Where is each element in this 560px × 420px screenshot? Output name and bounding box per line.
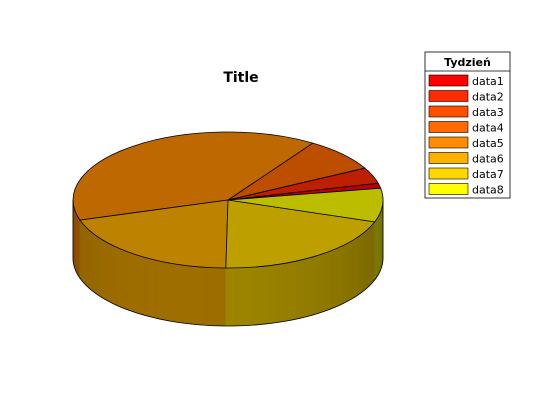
- legend-entry: data5: [428, 136, 504, 150]
- legend-entry: data1: [428, 74, 504, 88]
- legend-label-data8: data8: [472, 184, 504, 197]
- pie-side-data6: [148, 258, 157, 319]
- pie-side-data6: [88, 229, 93, 292]
- pie-side-data7: [346, 240, 353, 303]
- legend-swatch-data1: [428, 74, 469, 87]
- chart-title: Title: [223, 70, 258, 86]
- pie-side-data7: [356, 234, 362, 297]
- pie-side-data7: [257, 265, 267, 326]
- legend-entry: data3: [428, 105, 504, 119]
- pie-side-data6: [85, 226, 90, 289]
- pie-side-data6: [217, 267, 227, 327]
- pie-side-data7: [303, 257, 311, 318]
- legend-label-data7: data7: [472, 168, 504, 181]
- legend-entry: data7: [428, 167, 504, 181]
- pie-side-data6: [134, 254, 143, 315]
- pie-side-data7: [288, 260, 297, 321]
- pie-side-data7: [265, 264, 275, 325]
- pie-side-data7: [335, 245, 343, 308]
- pie-side-data6: [122, 249, 130, 311]
- legend-swatch-data8: [428, 183, 469, 195]
- legend-entry: data6: [428, 152, 504, 166]
- legend-label-data5: data5: [472, 137, 504, 150]
- legend-swatch-data4: [428, 121, 469, 133]
- pie-side-data7: [341, 243, 348, 305]
- pie-slice-data7: [225, 199, 376, 269]
- legend-label-data6: data6: [472, 153, 504, 166]
- pie-side-data6: [193, 265, 202, 326]
- pie-side-data6: [82, 222, 86, 286]
- pie-slice-data5: [72, 131, 314, 221]
- pie-side-data6: [141, 256, 149, 317]
- pie-side-data6: [170, 262, 179, 323]
- legend-swatch-data6: [428, 152, 469, 164]
- pie-side-data7: [310, 255, 318, 316]
- legend-entry: data4: [428, 121, 504, 135]
- legend-label-data2: data2: [472, 91, 504, 104]
- pie-slice-data6: [79, 199, 229, 269]
- legend-swatch-data3: [428, 105, 469, 118]
- pie-side-data7: [225, 267, 235, 327]
- pie-side-data6: [111, 244, 118, 306]
- legend-items: data1 data2 data3 data4 data5 data6 data7 data8: [428, 74, 504, 197]
- legend-entry: data8: [428, 183, 504, 197]
- pie-side-data7: [329, 248, 337, 310]
- pie-side-data7: [368, 224, 373, 288]
- pie-layer: [72, 131, 384, 327]
- pie-side-data6: [155, 259, 164, 321]
- pie-side-data7: [371, 221, 376, 285]
- pie-side-data8: [374, 217, 378, 281]
- pie-side-data6: [116, 246, 123, 309]
- pie-side-data6: [79, 219, 83, 283]
- pie-side-data7: [233, 267, 243, 327]
- pie-side-data6: [105, 241, 112, 304]
- pie-side-data6: [162, 261, 171, 322]
- legend-label-data1: data1: [472, 75, 504, 88]
- pie-side-data5: [77, 215, 81, 280]
- legend-label-data3: data3: [472, 106, 504, 119]
- pie-side-data6: [201, 266, 210, 326]
- pie-side-data7: [281, 262, 290, 323]
- pie-side-data6: [185, 265, 194, 325]
- legend-label-data4: data4: [472, 122, 504, 135]
- pie-side-data6: [209, 267, 219, 327]
- legend: Tydzień data1data2data3data4data5data6da…: [424, 51, 511, 199]
- pie-side-data7: [273, 263, 282, 324]
- legend-swatch-data7: [428, 167, 469, 180]
- pie-side-data6: [177, 264, 187, 324]
- pie-side-data7: [323, 250, 331, 312]
- pie-side-data7: [351, 237, 358, 300]
- pie-side-data7: [364, 227, 370, 291]
- pie-side-data7: [296, 258, 304, 320]
- pie-side-data7: [360, 231, 366, 294]
- pie-side-data7: [241, 266, 251, 327]
- legend-title: Tydzień: [444, 56, 491, 69]
- legend-swatch-data2: [428, 90, 469, 102]
- pie-side-data7: [249, 266, 259, 326]
- pie-side-outline: [72, 200, 384, 327]
- pie-side-data7: [317, 253, 325, 314]
- pie-side-data6: [101, 238, 107, 301]
- pie-top-face: [72, 131, 384, 269]
- pie-side-data6: [128, 251, 136, 313]
- legend-entry: data2: [428, 90, 504, 104]
- legend-swatch-data5: [428, 136, 469, 149]
- pie-slice-data8: [227, 187, 384, 223]
- pie-side-data6: [92, 232, 98, 295]
- pie-side-data6: [96, 235, 102, 298]
